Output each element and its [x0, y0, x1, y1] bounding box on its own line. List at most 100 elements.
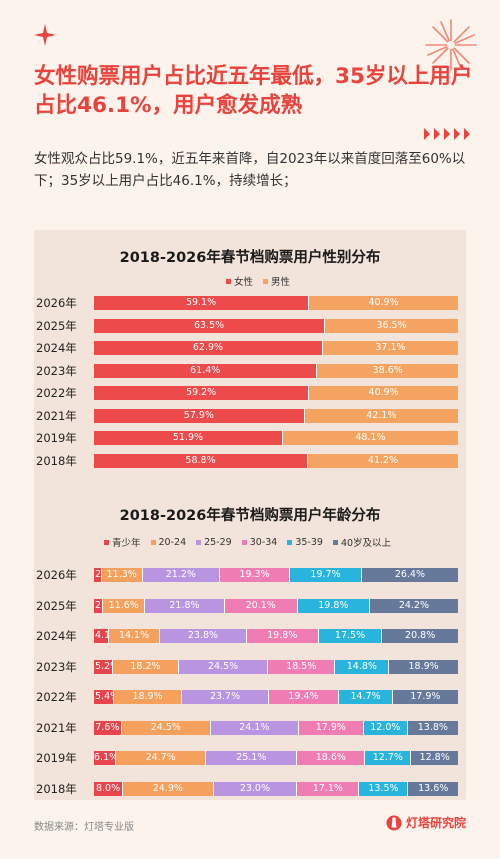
subtitle: 女性观众占比59.1%，近五年来首降，自2023年以来首度回落至60%以下；35…	[34, 151, 466, 189]
year-label: 2022年	[36, 386, 77, 400]
bar-segment: 41.2%	[308, 453, 458, 468]
age-legend: 青少年 20-24 25-29 30-34 35-39 40岁及以上	[104, 535, 401, 549]
bar-segment: 18.5%	[268, 659, 336, 674]
legend-label: 25-29	[204, 536, 232, 548]
year-label: 2018年	[36, 781, 77, 796]
bar-segment: 13.5%	[359, 781, 409, 796]
bar-segment: 18.9%	[113, 690, 183, 704]
bar-segment: 17.9%	[392, 690, 458, 704]
legend-label: 男性	[271, 277, 291, 288]
legend-item: 35-39	[287, 537, 323, 548]
legend-item: 男性	[263, 274, 290, 288]
legend-label: 35-39	[295, 536, 323, 548]
bar-segment: 19.8%	[297, 598, 370, 613]
legend-item: 30-34	[241, 536, 278, 548]
bar-segment: 19.3%	[219, 568, 291, 582]
bar-segment: 26.4%	[361, 568, 458, 582]
bar-segment: 8.0%	[94, 781, 124, 796]
bar-segment: 4.1%	[94, 629, 120, 643]
stacked-bar: 7.6% 24.5% 24.1% 17.9% 12.0% 13.8%	[94, 720, 458, 735]
stacked-bar: 51.9% 48.1%	[94, 431, 458, 445]
legend-swatch	[150, 539, 156, 545]
legend-label: 30-34	[249, 536, 278, 548]
bar-segment: 21.2%	[142, 568, 220, 582]
stacked-bar: 59.2% 40.9%	[94, 386, 458, 400]
bar-segment: 11.3%	[101, 568, 143, 582]
year-label: 2022年	[36, 690, 77, 704]
legend-item: 25-29	[196, 537, 232, 548]
bar-segment: 14.8%	[335, 659, 390, 674]
year-label: 2019年	[36, 431, 77, 445]
bar-segment: 62.9%	[94, 341, 323, 355]
bar-segment: 24.7%	[116, 751, 207, 765]
stacked-bar: 5.2% 18.2% 24.5% 18.5% 14.8% 18.9%	[94, 659, 458, 674]
legend-swatch	[196, 539, 202, 545]
bar-segment: 24.1%	[210, 720, 299, 735]
bar-segment: 5.2%	[94, 659, 120, 674]
stacked-bar: 61.4% 38.6%	[94, 363, 458, 378]
legend-swatch	[332, 539, 338, 545]
bar-segment: 13.8%	[407, 720, 458, 735]
bar-segment: 17.5%	[318, 629, 383, 643]
year-label: 2021年	[36, 408, 77, 423]
bar-segment: 2.5%	[94, 598, 119, 613]
bar-segment: 2.1%	[94, 568, 119, 582]
stacked-bar: 62.9% 37.1%	[94, 341, 458, 355]
stacked-bar: 59.1% 40.9%	[94, 296, 458, 310]
bar-segment: 17.1%	[297, 781, 360, 796]
bar-segment: 40.9%	[309, 386, 458, 400]
bar-segment: 23.8%	[160, 629, 247, 643]
gender-chart-title: 2018-2026年春节档购票用户性别分布	[119, 250, 381, 266]
stacked-bar: 58.8% 41.2%	[94, 453, 458, 468]
bar-segment: 59.2%	[94, 386, 310, 400]
year-label: 2025年	[36, 318, 77, 333]
bar-segment: 5.4%	[94, 690, 120, 704]
bar-segment: 24.5%	[121, 720, 211, 735]
bar-segment: 20.1%	[224, 598, 298, 613]
bar-segment: 18.9%	[389, 659, 458, 674]
bar-segment: 14.1%	[108, 629, 161, 643]
bar-segment: 19.8%	[246, 629, 319, 643]
stacked-bar: 6.1% 24.7% 25.1% 18.6% 12.7% 12.8%	[94, 751, 458, 765]
bar-segment: 17.9%	[298, 720, 364, 735]
brand-logo: 灯塔研究院	[386, 814, 466, 831]
bar-segment: 18.2%	[112, 659, 180, 674]
bar-segment: 24.9%	[123, 781, 214, 796]
year-label: 2023年	[36, 659, 77, 674]
bar-segment: 61.4%	[94, 363, 318, 378]
stacked-bar: 5.4% 18.9% 23.7% 19.4% 14.7% 17.9%	[94, 690, 458, 704]
stacked-bar: 8.0% 24.9% 23.0% 17.1% 13.5% 13.6%	[94, 781, 458, 796]
bar-segment: 23.7%	[182, 690, 269, 704]
bar-segment: 23.0%	[213, 781, 298, 796]
bar-segment: 59.1%	[94, 296, 310, 310]
bar-segment: 38.6%	[317, 363, 458, 378]
bar-segment: 24.2%	[369, 598, 458, 613]
bar-segment: 36.5%	[325, 318, 458, 333]
age-chart-title: 2018-2026年春节档购票用户年龄分布	[119, 508, 381, 524]
bar-segment: 51.9%	[94, 431, 283, 445]
bar-segment: 24.5%	[179, 659, 269, 674]
bar-segment: 11.6%	[103, 598, 146, 613]
fireworks-icon	[425, 19, 477, 71]
bar-segment: 12.8%	[411, 751, 458, 765]
legend-label: 40岁及以上	[340, 538, 392, 549]
bar-segment: 14.7%	[339, 690, 393, 704]
bar-segment: 42.1%	[304, 408, 458, 423]
bar-segment: 12.0%	[363, 720, 408, 735]
legend-swatch	[287, 539, 293, 545]
bar-segment: 48.1%	[282, 431, 458, 445]
gender-legend: 女性 男性	[226, 274, 300, 288]
stacked-bar: 57.9% 42.1%	[94, 408, 458, 423]
bar-segment: 58.8%	[94, 453, 309, 468]
brand-name: 灯塔研究院	[405, 816, 466, 830]
bar-segment: 18.6%	[297, 751, 366, 765]
legend-item: 20-24	[150, 536, 187, 548]
stacked-bar: 2.5%11.6%21.8%20.1%19.8%24.2%	[94, 598, 458, 613]
legend-label: 20-24	[158, 536, 187, 548]
year-label: 2023年	[36, 363, 77, 378]
year-label: 2024年	[36, 341, 77, 355]
bar-segment: 20.8%	[382, 629, 458, 643]
legend-label: 女性	[234, 277, 254, 288]
arrows-icon	[424, 128, 470, 140]
lighthouse-logo-icon	[386, 815, 402, 830]
